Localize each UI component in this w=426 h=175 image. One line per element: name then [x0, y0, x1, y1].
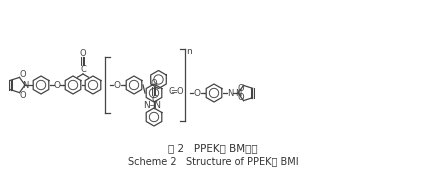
Text: N: N: [235, 89, 241, 97]
Text: O: O: [19, 91, 26, 100]
Text: O: O: [80, 48, 86, 58]
Text: O: O: [19, 70, 26, 79]
Text: C: C: [80, 65, 86, 74]
Text: N–N: N–N: [143, 100, 161, 110]
Text: =O: =O: [170, 86, 184, 96]
Text: N: N: [227, 89, 233, 97]
Text: O: O: [113, 80, 121, 89]
Text: O: O: [237, 84, 244, 93]
Text: n: n: [186, 47, 192, 57]
Text: O: O: [151, 79, 157, 88]
Text: N: N: [22, 80, 28, 89]
Text: O: O: [237, 93, 244, 102]
Text: O: O: [193, 89, 201, 97]
Text: Scheme 2   Structure of PPEK－ BMI: Scheme 2 Structure of PPEK－ BMI: [128, 156, 298, 166]
Text: O: O: [54, 80, 60, 89]
Text: C: C: [168, 86, 174, 96]
Text: 式 2   PPEK－ BM结构: 式 2 PPEK－ BM结构: [168, 143, 258, 153]
Text: C: C: [151, 94, 157, 103]
